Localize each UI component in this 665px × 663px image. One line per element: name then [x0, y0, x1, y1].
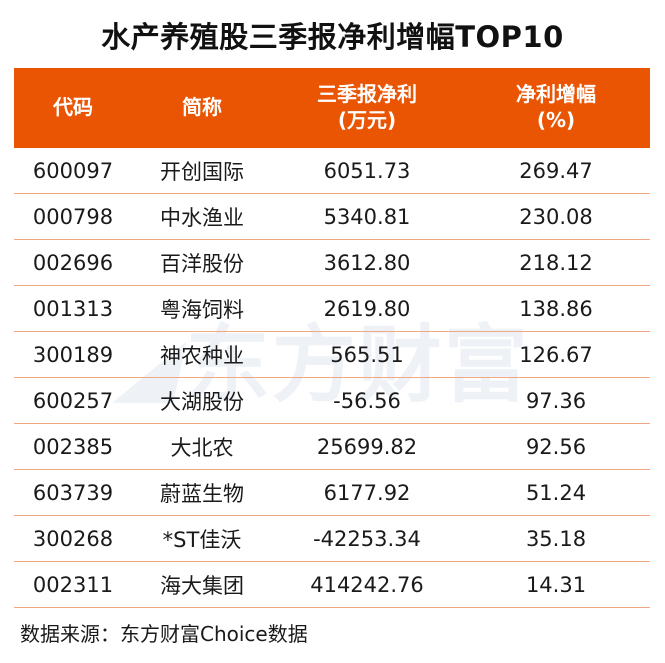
cell-name: 海大集团 — [132, 561, 272, 608]
cell-profit: 3612.80 — [272, 239, 462, 286]
column-header-growth-line1: 净利增幅 — [516, 82, 596, 107]
column-header-name-line1: 简称 — [182, 95, 222, 120]
cell-code: 002385 — [14, 423, 132, 470]
page-title: 水产养殖股三季报净利增幅TOP10 — [101, 20, 564, 54]
table-row: 001313 粤海饲料 2619.80 138.86 — [14, 285, 650, 332]
cell-growth: 269.47 — [462, 148, 650, 194]
cell-profit: -42253.34 — [272, 515, 462, 562]
cell-code: 002311 — [14, 561, 132, 608]
cell-growth: 230.08 — [462, 193, 650, 240]
cell-growth: 14.31 — [462, 561, 650, 608]
table-row: 000798 中水渔业 5340.81 230.08 — [14, 193, 650, 240]
column-header-profit: 三季报净利 (万元) — [272, 68, 462, 148]
cell-growth: 218.12 — [462, 239, 650, 286]
cell-growth: 138.86 — [462, 285, 650, 332]
cell-profit: 25699.82 — [272, 423, 462, 470]
table-row: 603739 蔚蓝生物 6177.92 51.24 — [14, 469, 650, 516]
table-row: 002311 海大集团 414242.76 14.31 — [14, 561, 650, 608]
column-header-profit-line1: 三季报净利 — [317, 82, 417, 107]
cell-name: 粤海饲料 — [132, 285, 272, 332]
cell-name: *ST佳沃 — [132, 515, 272, 562]
cell-profit: 6051.73 — [272, 148, 462, 194]
cell-name: 神农种业 — [132, 331, 272, 378]
cell-profit: -56.56 — [272, 377, 462, 424]
column-header-code: 代码 — [14, 68, 132, 148]
table-row: 300268 *ST佳沃 -42253.34 35.18 — [14, 515, 650, 562]
cell-name: 大湖股份 — [132, 377, 272, 424]
cell-name: 百洋股份 — [132, 239, 272, 286]
cell-code: 603739 — [14, 469, 132, 516]
table-header-row: 代码 简称 三季报净利 (万元) 净利增幅 (%) — [14, 68, 650, 148]
column-header-growth: 净利增幅 (%) — [462, 68, 650, 148]
data-source-note: 数据来源：东方财富Choice数据 — [20, 622, 308, 646]
cell-code: 002696 — [14, 239, 132, 286]
cell-growth: 97.36 — [462, 377, 650, 424]
cell-name: 大北农 — [132, 423, 272, 470]
cell-profit: 414242.76 — [272, 561, 462, 608]
cell-name: 开创国际 — [132, 148, 272, 194]
cell-profit: 5340.81 — [272, 193, 462, 240]
cell-code: 300268 — [14, 515, 132, 562]
cell-code: 600257 — [14, 377, 132, 424]
cell-profit: 565.51 — [272, 331, 462, 378]
table-row: 600097 开创国际 6051.73 269.47 — [14, 148, 650, 194]
cell-code: 600097 — [14, 148, 132, 194]
cell-code: 000798 — [14, 193, 132, 240]
cell-code: 300189 — [14, 331, 132, 378]
column-header-name: 简称 — [132, 68, 272, 148]
table-row: 300189 神农种业 565.51 126.67 — [14, 331, 650, 378]
column-header-profit-line2: (万元) — [337, 108, 397, 132]
data-table-container: 代码 简称 三季报净利 (万元) 净利增幅 (%) — [14, 68, 650, 608]
cell-growth: 126.67 — [462, 331, 650, 378]
cell-growth: 51.24 — [462, 469, 650, 516]
table-row: 600257 大湖股份 -56.56 97.36 — [14, 377, 650, 424]
table-row: 002696 百洋股份 3612.80 218.12 — [14, 239, 650, 286]
column-header-code-line1: 代码 — [53, 95, 93, 120]
cell-profit: 2619.80 — [272, 285, 462, 332]
table-body: 600097 开创国际 6051.73 269.47 000798 中水渔业 5… — [14, 148, 650, 608]
cell-growth: 92.56 — [462, 423, 650, 470]
ranking-table: 代码 简称 三季报净利 (万元) 净利增幅 (%) — [14, 68, 650, 608]
table-header: 代码 简称 三季报净利 (万元) 净利增幅 (%) — [14, 68, 650, 148]
column-header-growth-line2: (%) — [536, 108, 576, 132]
cell-profit: 6177.92 — [272, 469, 462, 516]
cell-growth: 35.18 — [462, 515, 650, 562]
cell-code: 001313 — [14, 285, 132, 332]
cell-name: 中水渔业 — [132, 193, 272, 240]
table-row: 002385 大北农 25699.82 92.56 — [14, 423, 650, 470]
cell-name: 蔚蓝生物 — [132, 469, 272, 516]
